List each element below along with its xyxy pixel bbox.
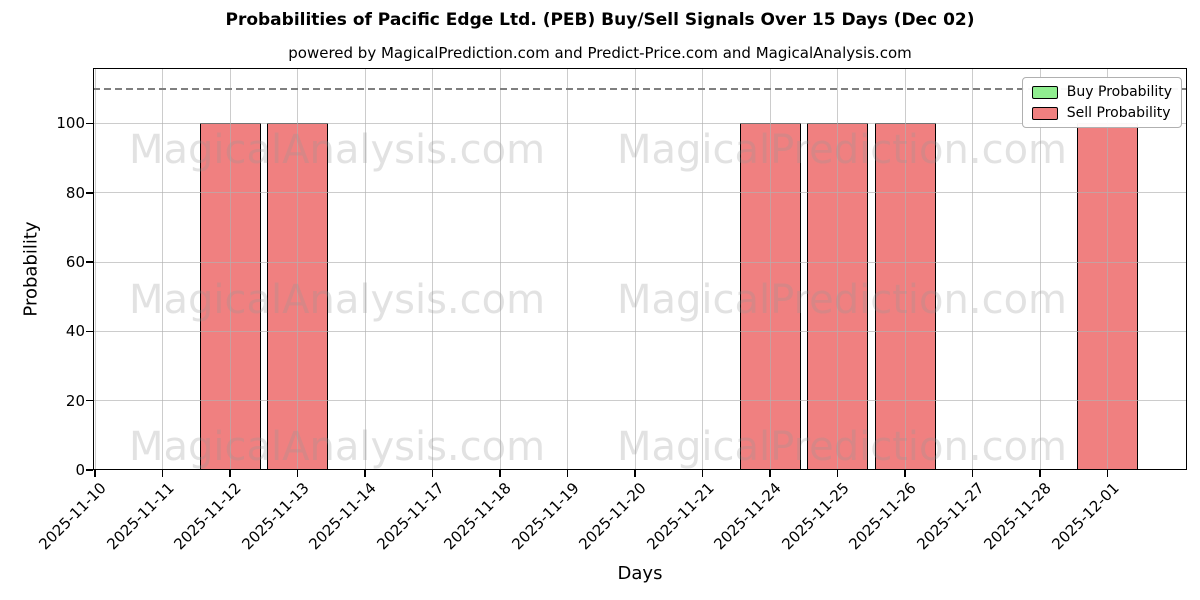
x-tick-label: 2025-11-28: [980, 479, 1055, 554]
x-tick-mark: [971, 470, 974, 477]
gridline-x-2025-11-19: [567, 68, 568, 470]
x-tick-label: 2025-11-27: [912, 479, 988, 554]
y-tick-label: 60: [65, 253, 85, 272]
gridline-x-2025-11-25: [837, 68, 838, 470]
watermark-text: MagicalAnalysis.com: [128, 277, 546, 323]
x-tick-mark: [94, 470, 96, 477]
chart-title: Probabilities of Pacific Edge Ltd. (PEB)…: [225, 10, 975, 30]
x-tick-mark: [769, 470, 771, 477]
y-tick-mark: [86, 330, 93, 333]
gridline-y-20: [93, 400, 1187, 402]
legend-item-sell: Sell Probability: [1031, 105, 1172, 121]
x-tick-label: 2025-11-19: [507, 479, 583, 554]
gridline-x-2025-11-27: [972, 68, 973, 470]
x-tick-mark: [499, 470, 501, 477]
buy-swatch-icon: [1031, 85, 1058, 99]
watermark-text: MagicalAnalysis.com: [128, 424, 546, 470]
x-tick-label: 2025-11-25: [777, 479, 853, 554]
x-tick-mark: [836, 470, 839, 477]
x-tick-mark: [1106, 470, 1109, 477]
gridline-x-2025-11-21: [702, 68, 703, 470]
gridline-x-2025-12-01: [1107, 68, 1108, 470]
gridline-x-2025-11-20: [634, 68, 636, 470]
x-tick-label: 2025-11-11: [102, 479, 178, 554]
x-tick-mark: [364, 470, 366, 477]
x-tick-mark: [161, 470, 164, 477]
gridline-y-60: [93, 261, 1187, 263]
gridline-x-2025-11-12: [229, 68, 231, 470]
x-tick-label: 2025-11-20: [575, 479, 650, 554]
x-tick-mark: [904, 470, 906, 477]
x-tick-label: 2025-11-10: [35, 479, 110, 554]
sell-swatch-icon: [1031, 106, 1058, 120]
y-tick-label: 100: [56, 114, 85, 133]
x-tick-mark: [1039, 470, 1041, 477]
x-tick-label: 2025-11-13: [237, 479, 313, 554]
plot-area: 0 20 40 60 80 100 2025-11-10 2025-11-11 2025-11-…: [35, 68, 1187, 553]
gridline-y-40: [93, 330, 1187, 332]
x-tick-mark: [634, 470, 636, 477]
gridline-x-2025-11-13: [297, 68, 298, 470]
y-tick-label: 80: [65, 183, 85, 202]
y-axis-label: Probability: [20, 221, 42, 317]
gridline-x-2025-11-14: [364, 68, 366, 470]
x-tick-label: 2025-11-18: [440, 479, 515, 554]
x-tick-mark: [296, 470, 299, 477]
legend-label-sell: Sell Probability: [1066, 105, 1171, 121]
threshold-dashed-line: [93, 87, 1187, 90]
gridline-x-2025-11-24: [769, 68, 771, 470]
y-tick-label: 20: [65, 391, 85, 410]
legend: Buy Probability Sell Probability: [1021, 77, 1182, 128]
legend-item-buy: Buy Probability: [1031, 84, 1172, 100]
legend-label-buy: Buy Probability: [1066, 84, 1172, 100]
watermark-text: MagicalAnalysis.com: [128, 127, 546, 173]
gridline-x-2025-11-26: [904, 68, 906, 470]
y-tick-mark: [86, 122, 93, 125]
x-axis-label: Days: [617, 563, 663, 584]
x-tick-mark: [701, 470, 704, 477]
gridline-x-2025-11-10: [94, 68, 96, 470]
gridline-x-2025-11-18: [499, 68, 501, 470]
y-tick-label: 0: [75, 461, 85, 479]
x-tick-mark: [229, 470, 231, 477]
x-tick-label: 2025-12-01: [1047, 479, 1123, 554]
x-tick-label: 2025-11-12: [170, 479, 245, 554]
gridline-y-100: [93, 122, 1187, 124]
chart-subtitle: powered by MagicalPrediction.com and Pre…: [288, 44, 912, 62]
x-tick-mark: [566, 470, 569, 477]
y-tick-mark: [86, 399, 93, 402]
gridline-x-2025-11-11: [162, 68, 163, 470]
gridline-y-80: [93, 192, 1187, 194]
x-tick-label: 2025-11-21: [642, 479, 718, 554]
y-tick-mark: [86, 261, 93, 263]
gridline-x-2025-11-28: [1039, 68, 1041, 470]
x-tick-label: 2025-11-14: [305, 479, 380, 554]
gridline-x-2025-11-17: [432, 68, 433, 470]
x-tick-mark: [431, 470, 434, 477]
y-tick-mark: [86, 469, 93, 471]
x-tick-label: 2025-11-26: [845, 479, 920, 554]
y-tick-mark: [86, 192, 93, 194]
x-tick-label: 2025-11-24: [710, 479, 785, 554]
y-tick-label: 40: [65, 322, 85, 341]
x-tick-label: 2025-11-17: [372, 479, 448, 554]
